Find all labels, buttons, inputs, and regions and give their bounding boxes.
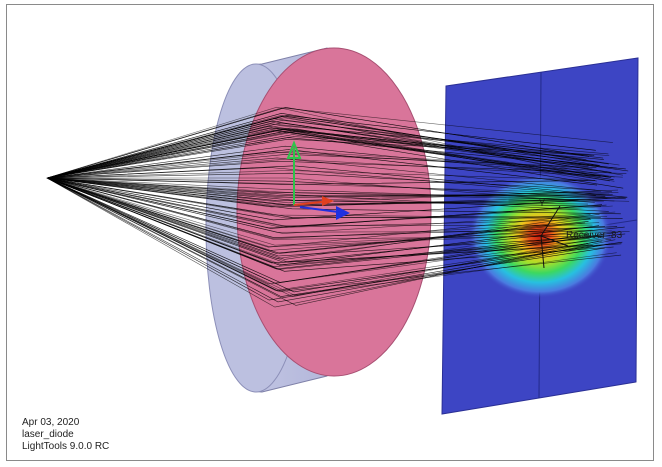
ray xyxy=(46,177,596,185)
ray xyxy=(46,177,605,297)
ray xyxy=(46,177,622,264)
ray xyxy=(46,112,601,179)
lens[interactable] xyxy=(205,47,432,393)
ray xyxy=(46,177,614,283)
ray xyxy=(46,157,613,193)
ray xyxy=(46,130,614,180)
ray xyxy=(46,177,591,270)
info-date: Apr 03, 2020 xyxy=(22,417,80,428)
ray xyxy=(46,107,613,179)
ray xyxy=(46,127,589,179)
ray xyxy=(46,177,621,215)
ray xyxy=(46,177,600,240)
axis-z-arrow xyxy=(336,206,350,220)
ray xyxy=(46,115,596,179)
ray xyxy=(47,177,595,203)
ray xyxy=(46,167,606,197)
ray xyxy=(46,126,617,179)
ray xyxy=(46,177,603,293)
ray xyxy=(46,125,609,179)
ray xyxy=(46,177,630,248)
ray xyxy=(46,177,599,306)
viewport-info: Apr 03, 2020 laser_diode LightTools 9.0.… xyxy=(22,417,109,453)
ray xyxy=(46,172,596,191)
ray xyxy=(46,177,619,198)
ray xyxy=(46,177,617,296)
viewport-frame xyxy=(6,4,654,461)
ray xyxy=(46,177,594,301)
ray xyxy=(46,177,619,204)
ray xyxy=(46,145,601,179)
ray xyxy=(46,177,609,212)
receiver-label: Receiver_83 xyxy=(566,230,623,241)
ray xyxy=(46,177,593,246)
ray xyxy=(46,177,630,202)
ray xyxy=(46,151,598,179)
ray xyxy=(46,177,616,308)
info-version: LightTools 9.0.0 RC xyxy=(22,441,110,452)
ray xyxy=(46,160,627,179)
axis-y-arrow xyxy=(286,140,302,159)
ray xyxy=(46,170,589,181)
axis-x-arrow xyxy=(322,196,334,206)
ray xyxy=(46,177,604,298)
ray xyxy=(46,177,611,257)
ray xyxy=(46,177,589,291)
ray xyxy=(46,177,613,229)
ray xyxy=(46,115,620,179)
lens-triad xyxy=(286,140,350,220)
ray xyxy=(46,138,595,179)
info-model: laser_diode xyxy=(22,429,74,440)
ray xyxy=(46,177,608,219)
ray xyxy=(46,177,618,238)
ray xyxy=(46,177,593,227)
ray xyxy=(46,123,592,179)
ray xyxy=(46,134,624,189)
ray xyxy=(46,128,597,182)
ray xyxy=(46,177,615,202)
ray xyxy=(46,177,591,259)
ray xyxy=(46,158,623,179)
ray-bundle xyxy=(46,106,630,308)
ray xyxy=(46,177,608,207)
receiver-axis-y-label: Y xyxy=(539,198,545,208)
ray xyxy=(46,177,611,303)
ray xyxy=(46,177,600,260)
ray xyxy=(46,177,605,251)
receiver-triad: Y xyxy=(539,198,569,269)
ray xyxy=(46,177,623,219)
ray xyxy=(46,177,590,268)
ray xyxy=(46,177,604,206)
ray xyxy=(46,136,610,179)
ray xyxy=(46,177,626,200)
